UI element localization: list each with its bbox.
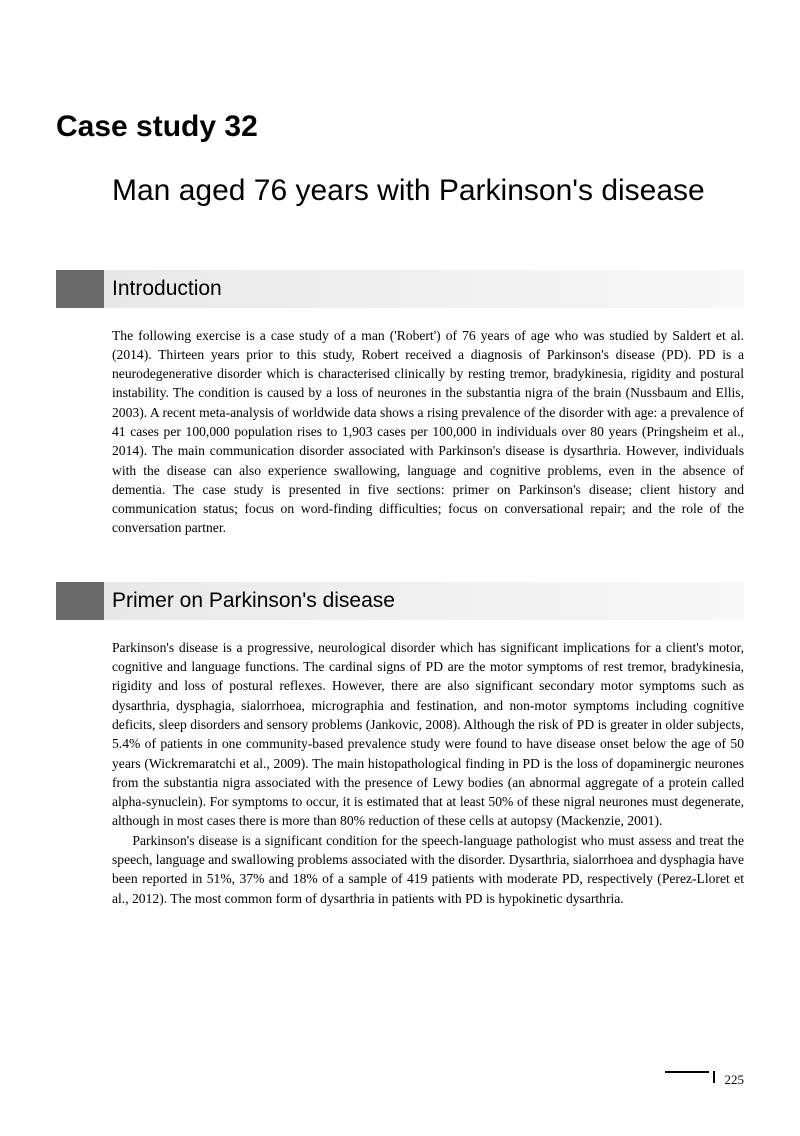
- paragraph: Parkinson's disease is a progressive, ne…: [112, 638, 744, 831]
- section-body-introduction: The following exercise is a case study o…: [112, 326, 744, 538]
- section-heading-text: Introduction: [112, 277, 222, 301]
- page-number-rule: [665, 1071, 709, 1073]
- section-header-introduction: Introduction: [56, 270, 744, 308]
- page-number: 225: [725, 1072, 745, 1088]
- paragraph: Parkinson's disease is a significant con…: [112, 831, 744, 908]
- page-number-container: 225: [665, 1072, 745, 1088]
- paragraph: The following exercise is a case study o…: [112, 326, 744, 538]
- section-header-primer: Primer on Parkinson's disease: [56, 582, 744, 620]
- case-title: Man aged 76 years with Parkinson's disea…: [112, 172, 744, 210]
- section-heading-text: Primer on Parkinson's disease: [112, 589, 395, 613]
- section-body-primer: Parkinson's disease is a progressive, ne…: [112, 638, 744, 908]
- page-number-tick: [713, 1071, 715, 1083]
- case-label: Case study 32: [56, 110, 744, 144]
- page-content: Case study 32 Man aged 76 years with Par…: [0, 0, 800, 958]
